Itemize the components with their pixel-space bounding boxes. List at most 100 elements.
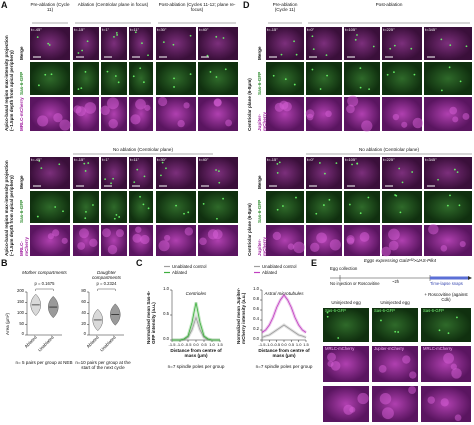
chart-title: Centrioles bbox=[185, 291, 207, 296]
chart-title: Daughter compartments bbox=[91, 270, 122, 281]
spot bbox=[87, 162, 90, 164]
spot bbox=[328, 198, 331, 201]
spot bbox=[47, 233, 54, 240]
spot bbox=[218, 170, 220, 173]
spot bbox=[378, 364, 387, 373]
y-tick-label: 200 bbox=[17, 288, 24, 294]
micrograph bbox=[30, 191, 70, 223]
time-stamp: t=0'' bbox=[307, 27, 315, 32]
micrograph bbox=[323, 386, 369, 422]
spot bbox=[284, 78, 287, 81]
spot bbox=[106, 70, 109, 73]
spot bbox=[84, 217, 87, 220]
spot bbox=[282, 205, 284, 207]
spot bbox=[397, 331, 400, 333]
spot bbox=[218, 181, 221, 184]
chart-note: n=7 spindle poles per group bbox=[255, 364, 313, 369]
spot bbox=[449, 194, 451, 197]
spot bbox=[359, 232, 370, 242]
x-axis-label: Distance from centre of mass (μm) bbox=[258, 348, 310, 359]
x-tick-label: -1.0 bbox=[176, 341, 184, 347]
spot bbox=[282, 101, 292, 112]
spot bbox=[451, 368, 462, 379]
series-line bbox=[261, 324, 307, 338]
spot bbox=[465, 45, 468, 48]
y-tick-label: 0.0 bbox=[253, 336, 259, 342]
spot bbox=[215, 169, 217, 171]
x-tick-label: 0.0 bbox=[281, 341, 287, 347]
spot bbox=[215, 76, 218, 78]
spot bbox=[393, 44, 396, 47]
y-tick-label: 0 bbox=[83, 331, 86, 337]
x-tick-label: -0.5 bbox=[273, 341, 281, 347]
spot bbox=[293, 241, 305, 254]
series-line bbox=[261, 294, 307, 333]
spot bbox=[202, 202, 205, 205]
time-stamp: t=345'' bbox=[425, 27, 437, 32]
spot bbox=[458, 204, 461, 207]
y-tick-label: 0.8 bbox=[253, 296, 259, 302]
spot bbox=[75, 106, 86, 117]
spot bbox=[116, 34, 118, 36]
time-stamp: t=40'' bbox=[199, 157, 209, 162]
time-stamp: t=-45'' bbox=[31, 27, 42, 32]
image-label: Sas-6-GFP bbox=[423, 308, 444, 313]
row-label: Sas-6-GFP bbox=[19, 71, 24, 95]
time-stamp: t=11'' bbox=[130, 157, 140, 162]
y-tick-label: 80 bbox=[81, 288, 86, 294]
spot bbox=[209, 71, 212, 73]
row-label: Sas-6-GFP bbox=[257, 199, 262, 223]
spot bbox=[401, 181, 404, 184]
x-tick-label: -0.5 bbox=[184, 341, 192, 347]
spot bbox=[158, 240, 170, 252]
spot bbox=[452, 116, 459, 123]
spot bbox=[184, 227, 194, 236]
micrograph bbox=[156, 191, 196, 223]
spot bbox=[84, 71, 87, 73]
micrograph bbox=[129, 157, 153, 189]
spot bbox=[347, 95, 359, 107]
micrograph bbox=[421, 308, 471, 342]
micrograph bbox=[306, 62, 342, 95]
time-stamp: t=-15'' bbox=[267, 27, 278, 32]
p-value: p = 0.1675 bbox=[34, 281, 55, 286]
series-band bbox=[172, 312, 220, 342]
spot bbox=[349, 406, 356, 413]
spot bbox=[411, 171, 414, 173]
panel-letter: A bbox=[1, 0, 8, 10]
y-tick-label: 0 bbox=[21, 331, 24, 337]
spot bbox=[459, 241, 466, 248]
row-label: Jupiter-mCherry bbox=[257, 237, 268, 256]
spot bbox=[456, 171, 459, 174]
micrograph bbox=[101, 191, 127, 223]
spot bbox=[315, 212, 318, 215]
spot bbox=[89, 238, 98, 247]
micrograph bbox=[101, 27, 127, 60]
spot bbox=[222, 37, 225, 39]
spot bbox=[382, 407, 394, 420]
spot bbox=[187, 211, 190, 214]
spot bbox=[361, 120, 373, 132]
y-tick-label: 150 bbox=[17, 299, 24, 305]
spot bbox=[318, 162, 321, 164]
micrograph bbox=[73, 62, 99, 95]
spot bbox=[77, 242, 86, 250]
micrograph bbox=[73, 191, 99, 223]
micrograph bbox=[382, 27, 422, 60]
spot bbox=[47, 42, 50, 45]
spot bbox=[276, 172, 279, 174]
spot bbox=[143, 175, 146, 178]
time-stamp: t=11'' bbox=[130, 27, 140, 32]
column-header: Uninjected egg bbox=[380, 300, 410, 305]
spot bbox=[402, 355, 411, 364]
spot bbox=[368, 88, 371, 91]
micrograph bbox=[266, 27, 304, 60]
column-header: Pre-ablation (Cycle 11) bbox=[30, 2, 70, 13]
spot bbox=[135, 98, 146, 110]
x-tick-label: -1.5 bbox=[258, 341, 266, 347]
spot bbox=[134, 31, 137, 34]
micrograph bbox=[129, 27, 153, 60]
spot bbox=[295, 53, 298, 56]
spot bbox=[213, 98, 222, 107]
micrograph bbox=[266, 191, 304, 223]
